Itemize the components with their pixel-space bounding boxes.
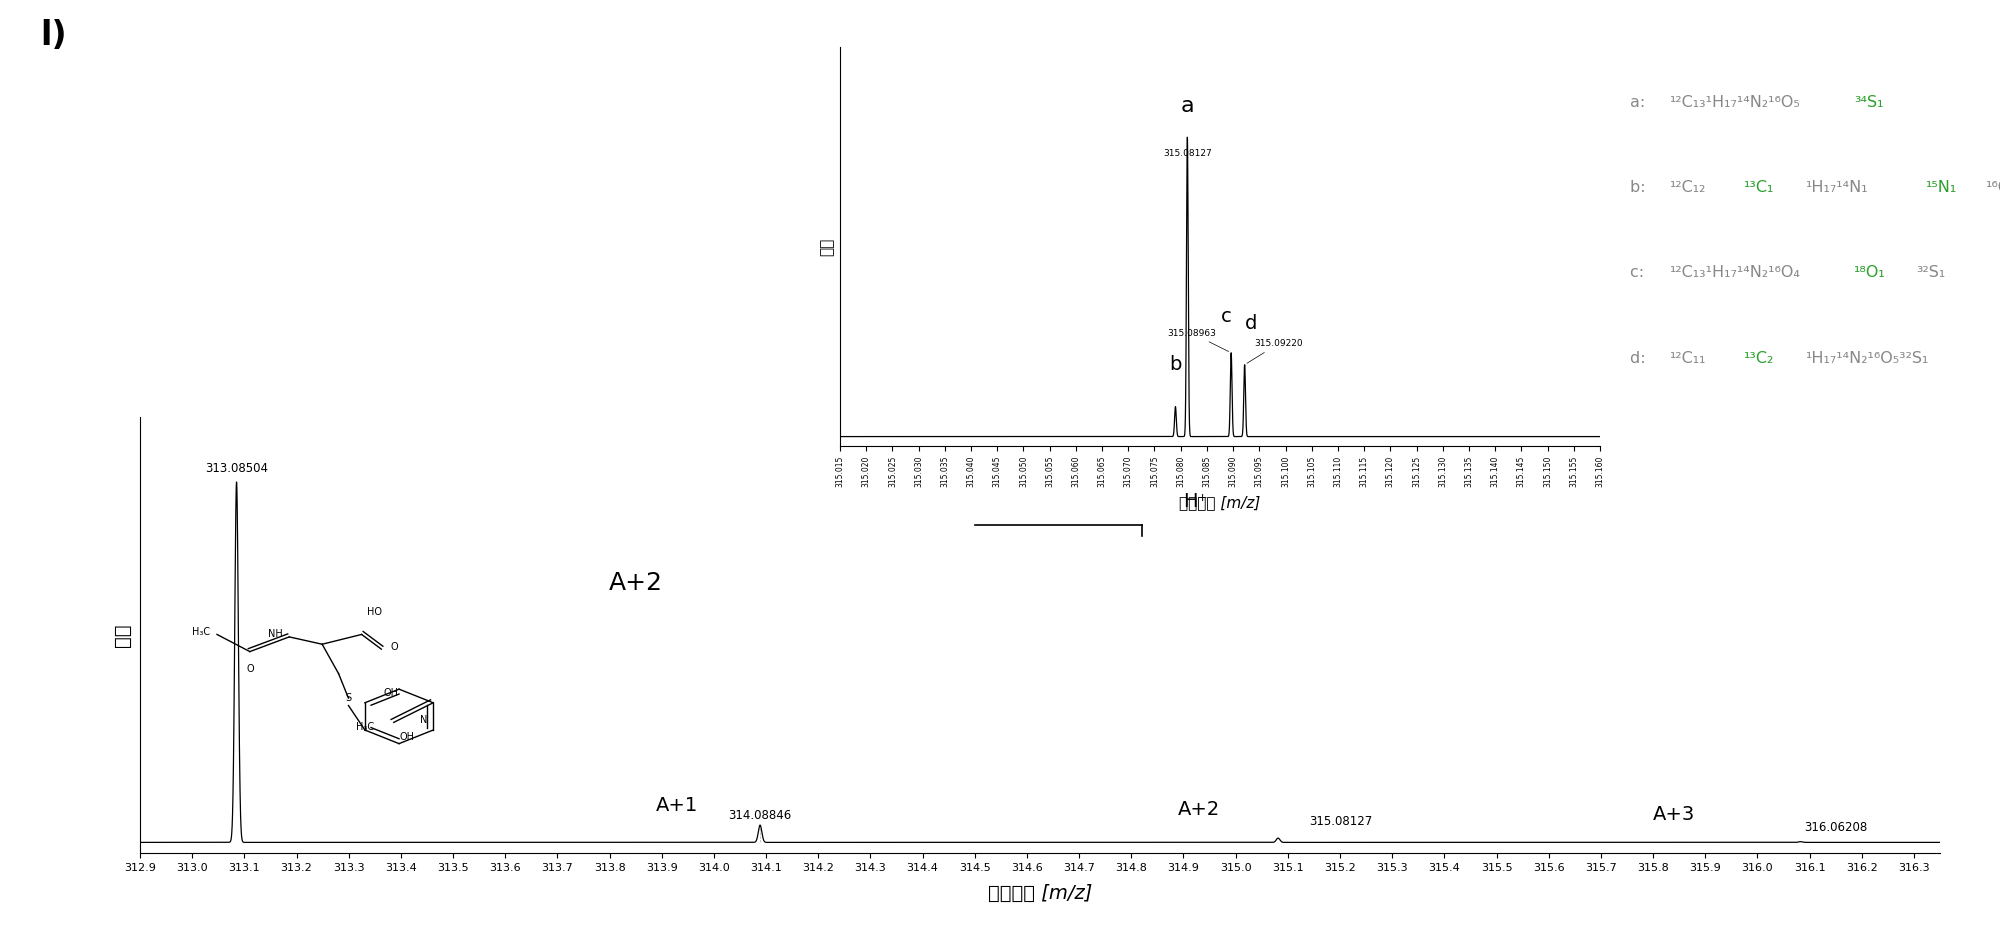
Text: O: O bbox=[246, 664, 254, 674]
Text: l): l) bbox=[40, 19, 66, 52]
Text: ¹H₁₇¹⁴N₂¹⁶O₅³²S₁: ¹H₁₇¹⁴N₂¹⁶O₅³²S₁ bbox=[1806, 351, 1930, 366]
Text: ¹³C₂: ¹³C₂ bbox=[1744, 351, 1774, 366]
Text: 316.06208: 316.06208 bbox=[1804, 822, 1868, 834]
Text: a: a bbox=[1180, 97, 1194, 117]
Text: H⁺: H⁺ bbox=[1184, 492, 1208, 511]
Text: H₃C: H₃C bbox=[192, 627, 210, 637]
Y-axis label: 強度: 強度 bbox=[820, 237, 834, 256]
Text: S: S bbox=[346, 693, 352, 703]
Text: 315.08127: 315.08127 bbox=[1308, 815, 1372, 828]
Text: ³⁴S₁: ³⁴S₁ bbox=[1854, 95, 1884, 110]
Text: ¹²C₁₂: ¹²C₁₂ bbox=[1670, 180, 1706, 195]
Text: b: b bbox=[1170, 355, 1182, 374]
Text: ¹H₁₇¹⁴N₁: ¹H₁₇¹⁴N₁ bbox=[1806, 180, 1868, 195]
Text: d: d bbox=[1246, 315, 1258, 334]
Text: c:: c: bbox=[1630, 265, 1650, 281]
Text: A+1: A+1 bbox=[656, 796, 698, 815]
Text: ¹³C₁: ¹³C₁ bbox=[1744, 180, 1774, 195]
Text: b:: b: bbox=[1630, 180, 1650, 195]
Text: ¹²C₁₁: ¹²C₁₁ bbox=[1670, 351, 1706, 366]
Text: OH: OH bbox=[384, 688, 398, 698]
X-axis label: 実測質量 [m/z]: 実測質量 [m/z] bbox=[988, 884, 1092, 903]
Text: a:: a: bbox=[1630, 95, 1650, 110]
Text: NH: NH bbox=[268, 629, 282, 640]
Text: OH: OH bbox=[400, 733, 414, 742]
X-axis label: 実測質量 [m/z]: 実測質量 [m/z] bbox=[1180, 495, 1260, 510]
Text: A+2: A+2 bbox=[1178, 800, 1220, 819]
Text: 315.08127: 315.08127 bbox=[1162, 149, 1212, 158]
Text: ³²S₁: ³²S₁ bbox=[1916, 265, 1946, 281]
Y-axis label: 強度: 強度 bbox=[112, 624, 132, 647]
Text: d:: d: bbox=[1630, 351, 1650, 366]
Text: 313.08504: 313.08504 bbox=[206, 462, 268, 475]
Text: ¹⁸O₁: ¹⁸O₁ bbox=[1854, 265, 1886, 281]
Text: 314.08846: 314.08846 bbox=[728, 810, 792, 822]
Text: 315.08963: 315.08963 bbox=[1168, 329, 1228, 352]
Text: ¹²C₁₃¹H₁₇¹⁴N₂¹⁶O₅: ¹²C₁₃¹H₁₇¹⁴N₂¹⁶O₅ bbox=[1670, 95, 1800, 110]
Text: ¹⁵N₁: ¹⁵N₁ bbox=[1926, 180, 1958, 195]
Text: ¹⁶O₅³²S₁: ¹⁶O₅³²S₁ bbox=[1986, 180, 2000, 195]
Text: H₃C: H₃C bbox=[356, 722, 374, 732]
Text: A+2: A+2 bbox=[608, 571, 662, 595]
Text: 315.09220: 315.09220 bbox=[1246, 339, 1302, 363]
Text: HO: HO bbox=[368, 608, 382, 617]
Text: N: N bbox=[420, 715, 428, 725]
Text: c: c bbox=[1220, 307, 1232, 326]
Text: ¹²C₁₃¹H₁₇¹⁴N₂¹⁶O₄: ¹²C₁₃¹H₁₇¹⁴N₂¹⁶O₄ bbox=[1670, 265, 1800, 281]
Text: A+3: A+3 bbox=[1652, 805, 1694, 824]
Text: O: O bbox=[390, 642, 398, 651]
